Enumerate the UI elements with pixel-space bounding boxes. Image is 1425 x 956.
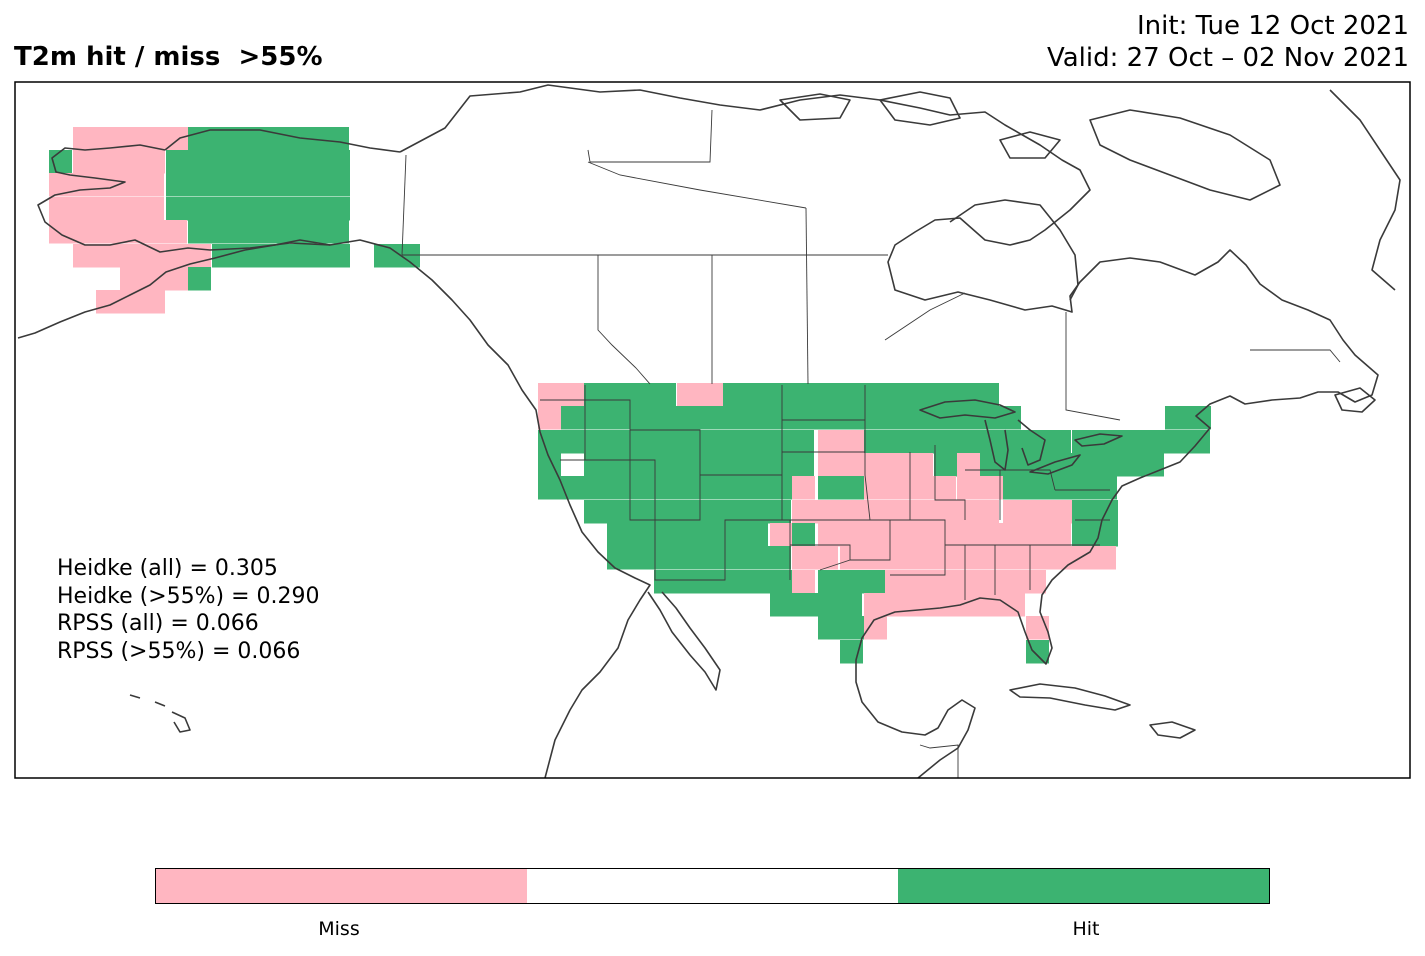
hit-cell-block: [1026, 640, 1049, 664]
date-info: Init: Tue 12 Oct 2021 Valid: 27 Oct – 02…: [1047, 10, 1409, 74]
miss-cell-block: [770, 523, 793, 547]
hit-cell-block: [840, 640, 863, 664]
heidke-55: Heidke (>55%) = 0.290: [57, 583, 320, 609]
alaska-north-coast: [164, 129, 401, 153]
miss-cell-block: [96, 290, 165, 314]
hit-cell-block: [538, 430, 814, 454]
rpss-55: RPSS (>55%) = 0.066: [57, 638, 301, 664]
pacific-coastline: [17, 239, 651, 779]
hit-cell-block: [654, 570, 792, 594]
hit-cell-block: [166, 197, 350, 221]
heidke-all: Heidke (all) = 0.305: [57, 556, 278, 581]
north-america-coastline: [399, 84, 1379, 779]
baffin-island: [1089, 109, 1281, 201]
colorbar-hit-segment: [898, 869, 1269, 903]
miss-cell-block: [73, 127, 188, 151]
hispaniola: [1149, 721, 1196, 739]
hit-cell-block: [770, 593, 862, 617]
alaska-coastline: [37, 144, 331, 253]
great-lakes-huron: [1017, 419, 1046, 466]
hit-cell-block: [166, 150, 350, 174]
valid-date: Valid: 27 Oct – 02 Nov 2021: [1046, 43, 1409, 73]
hit-cell-block: [1072, 430, 1210, 454]
hit-cell-block: [723, 383, 999, 407]
miss-cell-block: [792, 570, 815, 594]
great-lakes-superior: [919, 399, 1016, 419]
colorbar-miss-label: Miss: [318, 918, 360, 940]
hit-cell-block: [1072, 500, 1118, 524]
hit-cell-block: [607, 546, 791, 570]
hit-cell-block: [188, 127, 349, 151]
miss-cell-block: [120, 267, 189, 291]
hit-cell-block: [1048, 476, 1117, 500]
hit-cell-block: [818, 616, 864, 640]
hit-cell-block: [584, 453, 814, 477]
great-lakes-michigan: [984, 419, 1009, 471]
hit-cell-block: [607, 523, 768, 547]
hit-cell-block: [818, 476, 864, 500]
miss-cell-block: [864, 593, 1025, 617]
miss-cell-block: [957, 476, 1003, 500]
baja-coastline: [647, 591, 721, 691]
hit-cell-block: [792, 523, 815, 547]
hit-cell-block: [1165, 406, 1211, 430]
great-lakes-erie: [1029, 454, 1081, 475]
hit-cell-block: [818, 570, 887, 594]
hit-cell-block: [188, 267, 211, 291]
miss-cell-block: [792, 476, 815, 500]
colorbar-hit-label: Hit: [1072, 918, 1100, 940]
miss-cell-block: [818, 430, 864, 454]
hit-cell-block: [212, 244, 350, 268]
hit-cell-block: [584, 383, 676, 407]
colorbar-miss-segment: [156, 869, 527, 903]
miss-cell-block: [864, 616, 887, 640]
miss-cell-block: [538, 383, 584, 407]
hit-cell-block: [561, 406, 1021, 430]
miss-cell-block: [957, 453, 980, 477]
hit-cell-block: [538, 476, 561, 500]
miss-cell-block: [73, 150, 165, 174]
hudson-bay: [949, 199, 1079, 301]
hit-cell-block: [1072, 523, 1118, 547]
miss-cell-block: [840, 546, 1116, 570]
hit-cell-block: [561, 476, 814, 500]
colorbar-neutral-segment: [527, 869, 898, 903]
arctic-island-1: [879, 91, 961, 126]
miss-cell-block: [49, 197, 164, 221]
hit-cell-block: [934, 453, 957, 477]
miss-cell-block: [885, 570, 1046, 594]
miss-cell-block: [792, 546, 838, 570]
miss-cell-block: [538, 406, 561, 430]
arctic-island-3: [999, 131, 1061, 159]
skill-scores: Heidke (all) = 0.305 Heidke (>55%) = 0.2…: [57, 555, 320, 665]
hit-cell-block: [1003, 476, 1049, 500]
miss-cell-block: [677, 383, 723, 407]
cuba: [1009, 683, 1131, 711]
newfoundland: [1334, 387, 1376, 413]
init-date: Init: Tue 12 Oct 2021: [1137, 11, 1409, 41]
map-title: T2m hit / miss >55%: [14, 42, 323, 72]
map-frame: [14, 81, 1411, 779]
hit-cell-block: [188, 220, 349, 244]
hawaii: [129, 694, 191, 733]
colorbar: [155, 868, 1270, 904]
hit-cell-block: [584, 500, 791, 524]
hit-cell-block: [864, 430, 1071, 454]
miss-cell-block: [1003, 500, 1072, 524]
hit-cell-block: [166, 173, 350, 197]
great-lakes-ontario: [1074, 433, 1123, 447]
miss-cell-block: [49, 220, 187, 244]
greenland-edge: [1329, 89, 1401, 291]
miss-cell-block: [818, 523, 1071, 547]
rpss-all: RPSS (all) = 0.066: [57, 611, 259, 636]
arctic-island-2: [779, 93, 851, 121]
us-state-borders: [540, 385, 1110, 600]
miss-cell-block: [792, 500, 999, 524]
miss-cell-block: [818, 453, 933, 477]
